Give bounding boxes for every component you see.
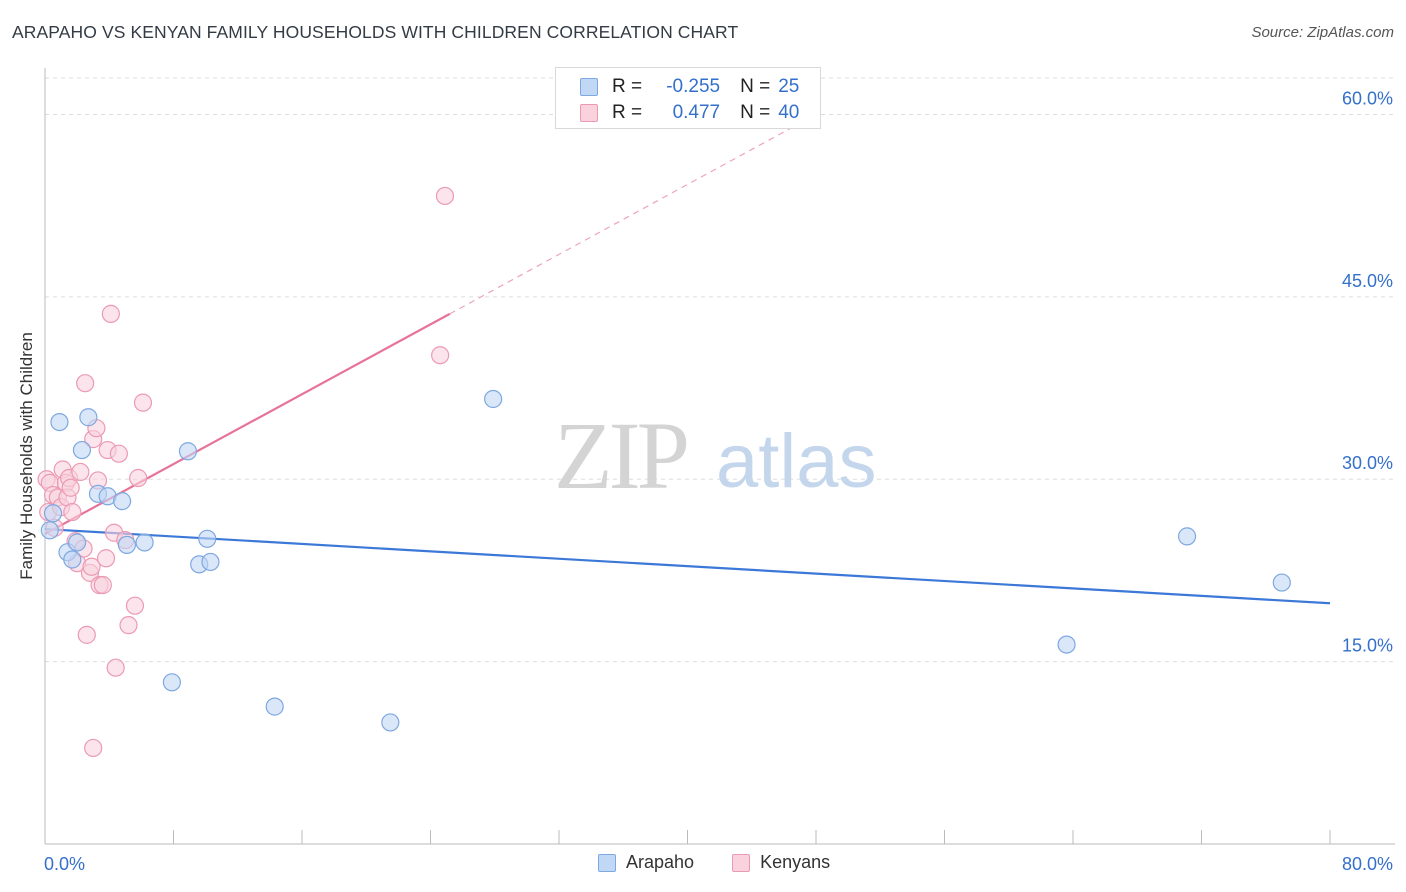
- kenyans-trend-extension: [449, 113, 817, 315]
- arapaho-trend-line: [44, 527, 1331, 605]
- r-label: R =: [612, 76, 643, 97]
- kenyans-swatch: [580, 104, 598, 122]
- legend-label-kenyans: Kenyans: [760, 852, 831, 872]
- watermark-atlas: atlas: [716, 419, 877, 504]
- kenyans-point: [435, 186, 455, 206]
- legend-item-arapaho[interactable]: Arapaho: [598, 852, 694, 873]
- trend-lines: [44, 113, 1331, 605]
- arapaho-point: [162, 673, 181, 692]
- chart-title: ARAPAHO VS KENYAN FAMILY HOUSEHOLDS WITH…: [12, 22, 739, 42]
- data-points: [37, 186, 1291, 758]
- kenyans-point: [133, 393, 153, 412]
- arapaho-point: [72, 440, 92, 460]
- arapaho-point: [68, 533, 87, 552]
- arapaho-point: [63, 550, 82, 569]
- arapaho-point: [1057, 635, 1076, 654]
- x-tick-label: 80.0%: [1342, 854, 1393, 874]
- axes: 0.0% 80.0%: [44, 68, 1395, 874]
- kenyans-point: [119, 616, 138, 635]
- y-tick-label: 60.0%: [1342, 88, 1393, 108]
- legend-item-kenyans[interactable]: Kenyans: [732, 852, 830, 873]
- n-value: 40: [778, 102, 800, 123]
- kenyans-point: [129, 468, 148, 488]
- kenyans-point: [71, 462, 90, 482]
- kenyans-point: [61, 478, 80, 497]
- x-tick-label: 0.0%: [44, 854, 85, 874]
- arapaho-point: [50, 412, 69, 432]
- kenyans-point: [76, 374, 95, 393]
- arapaho-point: [43, 504, 63, 523]
- arapaho-swatch: [580, 78, 598, 96]
- arapaho-point: [1272, 573, 1291, 592]
- arapaho-point: [198, 529, 217, 548]
- kenyans-point: [96, 549, 116, 568]
- arapaho-point: [201, 552, 220, 572]
- gridlines: [45, 77, 1395, 663]
- n-value: 25: [778, 76, 800, 97]
- r-value: 0.477: [672, 102, 721, 123]
- stats-row-kenyans: R = 0.477 N = 40: [580, 101, 799, 125]
- kenyans-point: [431, 346, 450, 365]
- series-legend: Arapaho Kenyans: [598, 852, 868, 873]
- kenyans-point: [82, 557, 101, 576]
- y-tick-label: 30.0%: [1342, 453, 1393, 473]
- r-value: -0.255: [666, 76, 721, 97]
- kenyans-point: [125, 596, 145, 615]
- arapaho-point: [484, 389, 503, 409]
- arapaho-point: [40, 521, 59, 540]
- n-label: N =: [740, 76, 771, 97]
- y-axis-label: Family Households with Children: [17, 332, 36, 580]
- arapaho-point: [79, 408, 98, 427]
- kenyans-point: [93, 575, 112, 595]
- arapaho-point: [117, 535, 137, 554]
- legend-label-arapaho: Arapaho: [626, 852, 695, 872]
- kenyans-point: [84, 738, 103, 758]
- arapaho-point: [135, 533, 154, 552]
- kenyans-point: [77, 625, 96, 644]
- kenyans-point: [106, 658, 125, 677]
- kenyans-legend-swatch: [732, 853, 751, 872]
- y-tick-label: 15.0%: [1342, 636, 1393, 656]
- stats-row-arapaho: R = -0.255 N = 25: [580, 75, 799, 99]
- arapaho-point: [265, 697, 284, 716]
- watermark-zip: ZIP: [554, 402, 690, 509]
- arapaho-point: [1177, 527, 1197, 546]
- y-tick-label: 45.0%: [1342, 271, 1393, 291]
- kenyans-point: [101, 304, 120, 323]
- arapaho-legend-swatch: [598, 853, 616, 872]
- chart-source: Source: ZipAtlas.com: [1251, 24, 1394, 41]
- arapaho-point: [178, 442, 198, 461]
- r-label: R =: [612, 102, 643, 123]
- kenyans-point: [63, 502, 82, 522]
- n-label: N =: [740, 102, 771, 123]
- stats-legend: R = -0.255 N = 25 R = 0.477 N = 40: [555, 67, 821, 129]
- arapaho-point: [112, 492, 132, 511]
- y-tick-labels: 15.0% 30.0% 45.0% 60.0%: [1342, 88, 1393, 655]
- arapaho-point: [381, 713, 400, 732]
- kenyans-point: [109, 444, 128, 463]
